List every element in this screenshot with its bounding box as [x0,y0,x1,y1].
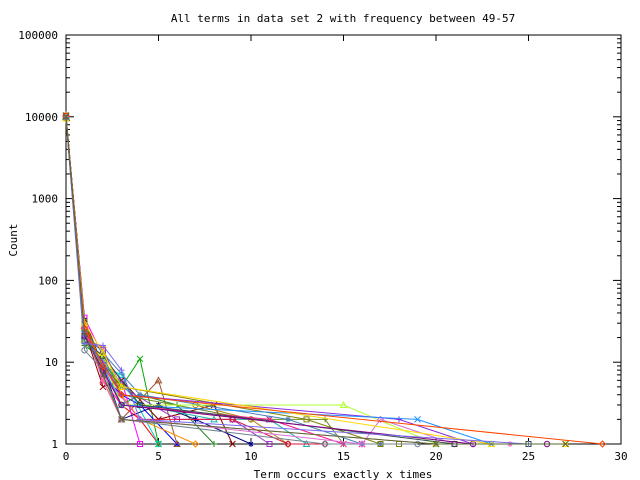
data-point [136,355,144,363]
data-point [100,377,106,384]
data-point [396,416,402,423]
data-point [284,440,292,448]
x-axis-label: Term occurs exactly x times [254,468,433,480]
series-16 [62,112,366,448]
axis-ticks: 0 5 10 15 20 25 30 1 10 100 1000 10000 100000 [18,29,627,463]
data-point [211,441,217,447]
data-point [136,415,144,424]
data-point [117,382,126,390]
series-line [65,115,289,445]
series-28 [62,112,607,448]
series-layer [62,111,607,448]
data-point [118,367,125,374]
data-point [173,439,181,447]
series-14 [62,112,329,448]
series-10 [63,113,254,447]
data-point [321,440,329,448]
series-line [65,115,362,445]
series-line [65,117,529,445]
y-tick-label: 1000 [32,193,59,206]
data-point [228,415,237,424]
series-line [65,115,603,445]
series-line [65,116,307,445]
data-point [229,440,236,448]
data-point [191,440,200,448]
series-line [65,116,252,445]
x-tick-label: 0 [63,450,70,463]
series-18 [63,112,402,447]
data-point [100,342,106,349]
data-point [99,362,107,370]
series-line [65,117,492,445]
y-tick-label: 10 [45,356,58,369]
data-point [154,376,163,384]
data-point [81,329,88,336]
series-25 [63,114,532,447]
x-tick-label: 30 [614,450,627,463]
data-point [414,440,421,448]
data-point [99,348,107,356]
series-23 [62,114,495,448]
data-point [285,416,291,423]
series-line [65,117,233,445]
data-point [339,400,348,408]
plot-area [65,34,622,445]
series-15 [63,114,347,447]
series-11 [63,114,273,447]
data-point [137,441,143,447]
data-point [414,416,421,423]
data-point [81,347,88,354]
x-tick-label: 15 [337,450,350,463]
data-point [137,416,143,423]
data-point [432,440,440,448]
y-tick-label: 100000 [18,29,58,42]
data-point [117,391,126,399]
series-line [65,117,344,445]
series-line [65,116,566,445]
data-point [118,416,125,423]
data-point [155,440,162,448]
data-point [62,113,70,120]
data-point [118,401,125,409]
data-point [81,340,88,347]
data-point [562,440,569,448]
data-point [322,416,328,423]
y-tick-label: 10000 [25,111,58,124]
y-axis-label: Count [7,223,20,256]
y-tick-label: 1 [51,438,58,451]
chart-title: All terms in data set 2 with frequency b… [171,12,515,25]
data-point [99,371,107,379]
data-point [303,416,310,423]
data-point [598,440,607,448]
y-tick-label: 100 [38,274,58,287]
series-line [65,116,141,445]
data-point [137,391,143,398]
series-30 [62,113,569,448]
series-line [65,116,325,445]
data-point [248,441,254,447]
data-point [358,440,366,448]
x-tick-label: 20 [429,450,442,463]
x-tick-label: 10 [244,450,257,463]
data-point [266,441,273,447]
x-tick-label: 5 [155,450,162,463]
x-tick-label: 25 [522,450,535,463]
